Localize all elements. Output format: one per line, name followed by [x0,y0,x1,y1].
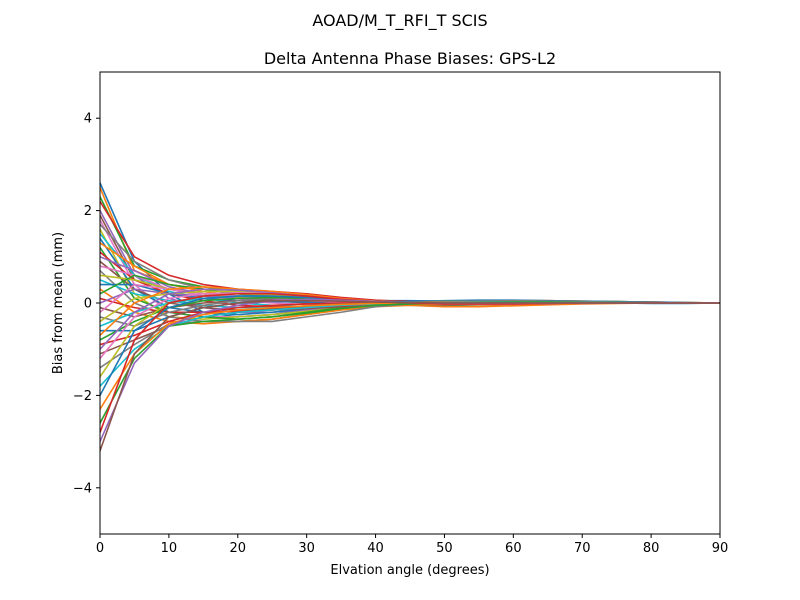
x-tick-label: 0 [96,541,104,556]
x-tick-label: 50 [436,541,453,556]
y-axis-label: Bias from mean (mm) [51,232,66,374]
y-tick-label: 4 [84,112,92,127]
y-tick-label: 0 [84,297,92,312]
x-tick-label: 20 [230,541,247,556]
y-tick-label: −2 [73,389,92,404]
figure-suptitle: AOAD/M_T_RFI_T SCIS [312,11,487,31]
x-tick-label: 30 [298,541,315,556]
x-axis-ticks: 0 10 20 30 40 50 60 70 80 90 [96,534,728,556]
x-tick-label: 60 [505,541,522,556]
y-axis-ticks: −4 −2 0 2 4 [73,112,100,496]
series-line-46 [100,299,720,452]
x-axis-label: Elvation angle (degrees) [330,563,489,578]
x-tick-label: 90 [712,541,729,556]
x-tick-label: 40 [367,541,384,556]
y-tick-label: 2 [84,204,92,219]
y-tick-label: −4 [73,481,92,496]
x-tick-label: 10 [161,541,178,556]
x-tick-label: 80 [643,541,660,556]
series-lines [100,182,720,452]
chart-title: Delta Antenna Phase Biases: GPS-L2 [264,49,556,68]
x-tick-label: 70 [574,541,591,556]
